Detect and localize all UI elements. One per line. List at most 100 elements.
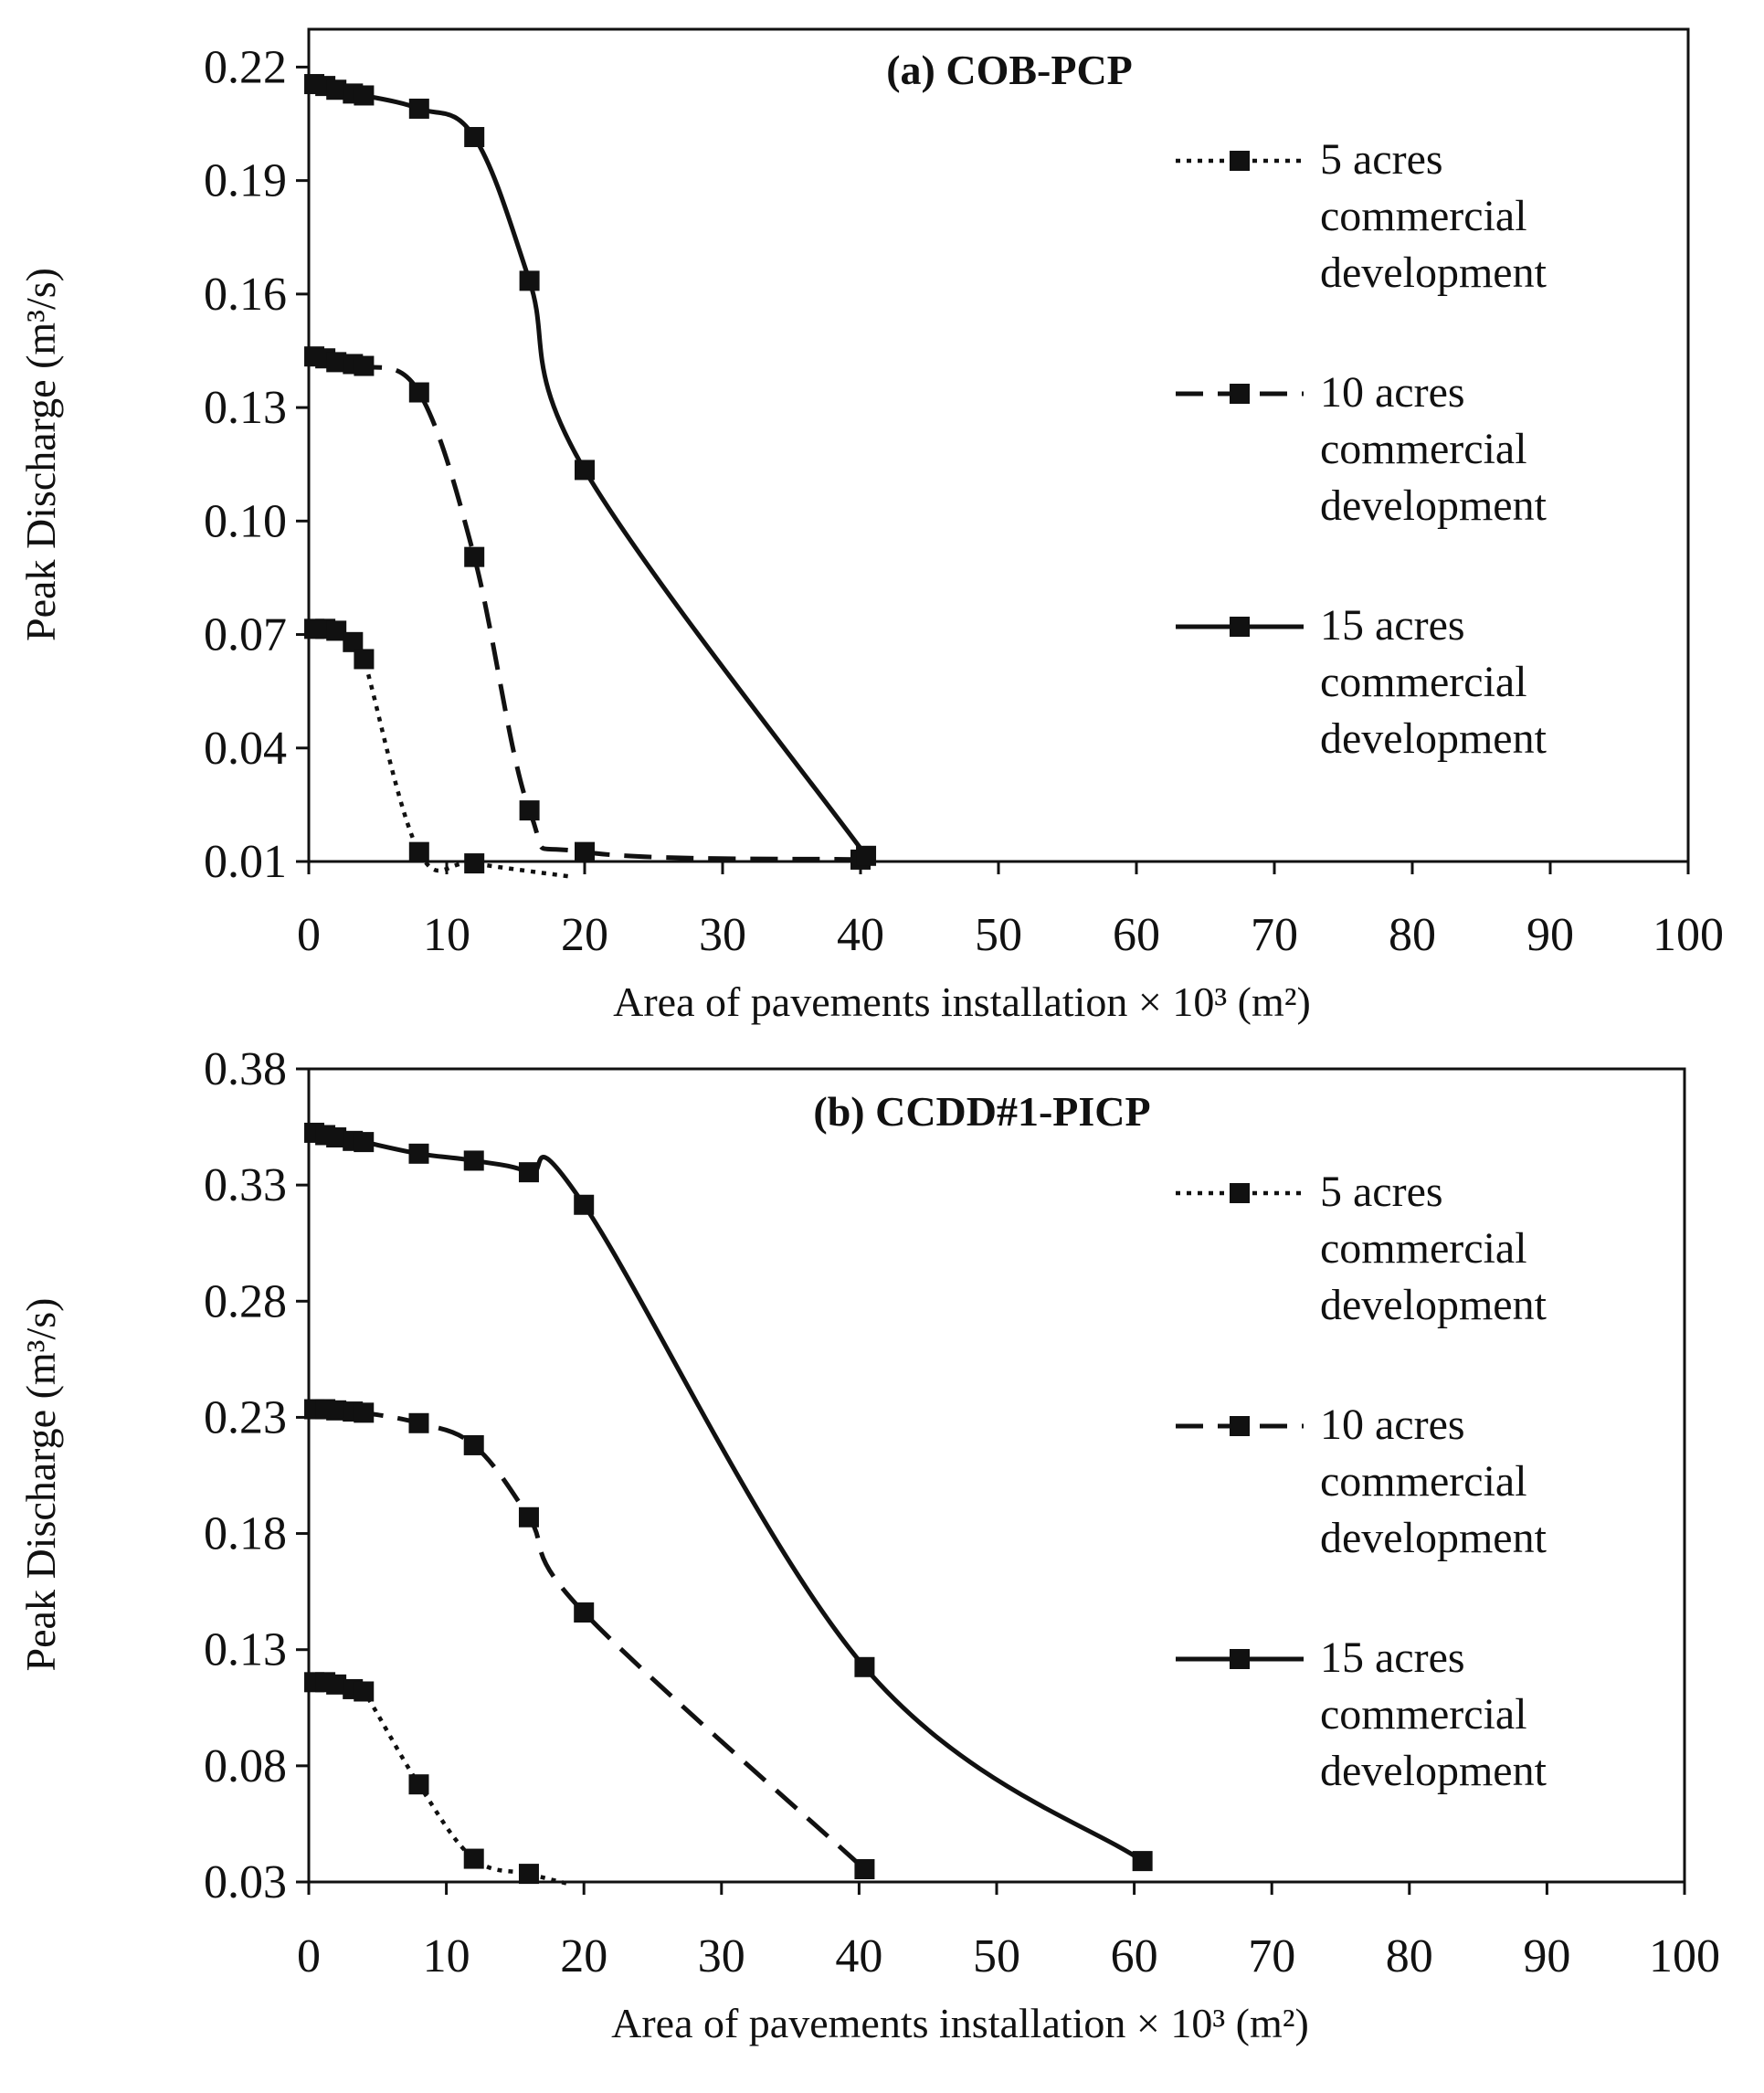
x-tick-label: 70 [1251,909,1298,961]
data-point-marker [463,1150,484,1171]
data-point-marker [464,853,485,874]
legend: 5 acres commercial development 10 acres comm… [1176,135,1547,763]
legend-marker [1230,1416,1250,1436]
legend-label: development [1320,1281,1547,1329]
x-tick-label: 70 [1248,1930,1295,1982]
data-point-marker [574,1194,595,1215]
data-point-marker [408,1412,429,1433]
y-tick-label: 0.04 [204,723,287,775]
data-point-marker [326,1127,347,1148]
data-point-marker [464,127,485,148]
data-point-marker [343,631,364,652]
series-solid [304,74,877,866]
data-point-marker [518,1506,539,1527]
legend-label: development [1320,1514,1547,1562]
panel-title: (b) CCDD#1-PICP [813,1088,1150,1135]
data-point-marker [519,800,540,821]
y-tick-label: 0.08 [204,1740,287,1792]
y-axis-title: Peak Discharge (m³/s) [17,268,64,641]
chart-panel-a: 0 10 20 30 40 50 60 70 80 90 100 0.01 0.04 0.07 0.10 0.… [17,27,1724,1025]
data-point-marker [326,1674,347,1695]
data-point-marker [854,1656,875,1677]
data-point-marker [326,620,347,641]
data-point-marker [1132,1851,1153,1872]
y-axis-title: Peak Discharge (m³/s) [17,1298,64,1672]
y-tick-label: 0.13 [204,382,287,434]
data-point-marker [354,649,375,670]
legend-label: commercial [1320,192,1527,240]
data-point-marker [354,1402,375,1423]
data-point-marker [575,460,595,481]
legend-marker [1230,617,1250,637]
legend-label: commercial [1320,658,1527,706]
legend-marker [1230,1649,1250,1669]
legend-label: development [1320,481,1547,530]
x-tick-label: 20 [560,1930,607,1982]
x-tick-label: 90 [1523,1930,1570,1982]
series-dotted [304,1672,571,1887]
data-point-marker [463,1848,484,1869]
legend-label: 5 acres [1320,135,1443,184]
data-point-marker [326,79,347,100]
data-point-marker [408,1143,429,1164]
legend: 5 acres commercial development 10 acres comm… [1176,1168,1547,1795]
data-point-marker [354,355,375,376]
y-tick-label: 0.07 [204,609,287,661]
data-point-marker [854,1859,875,1880]
data-point-marker [408,382,429,403]
data-point-marker [519,270,540,291]
x-tick-label: 40 [837,909,884,961]
y-tick-label: 0.33 [204,1159,287,1211]
x-tick-label: 30 [698,1930,745,1982]
x-tick-label: 10 [423,909,470,961]
x-tick-label: 100 [1649,1930,1720,1982]
y-tick-label: 0.18 [204,1508,287,1560]
x-tick-label: 40 [835,1930,882,1982]
y-tick-label: 0.01 [204,836,287,888]
y-tick-label: 0.22 [204,41,287,93]
data-point-marker [575,841,595,862]
data-point-marker [463,1434,484,1455]
legend-marker [1230,384,1250,404]
x-tick-label: 90 [1526,909,1574,961]
data-point-marker [856,845,877,866]
x-tick-label: 60 [1111,1930,1158,1982]
y-tick-label: 0.03 [204,1856,287,1908]
x-tick-label: 60 [1113,909,1160,961]
x-tick-label: 50 [975,909,1022,961]
data-point-marker [354,85,375,106]
data-point-marker [354,1132,375,1153]
data-point-marker [408,1774,429,1795]
legend-label: 15 acres [1320,1633,1465,1682]
data-point-marker [464,546,485,567]
x-axis-title: Area of pavements installation × 10³ (m²… [611,2000,1309,2046]
x-tick-label: 0 [297,1930,321,1982]
series-dotted [304,618,572,879]
panel-title: (a) COB-PCP [886,47,1133,93]
legend-label: commercial [1320,1457,1527,1506]
data-point-marker [354,1681,375,1702]
data-point-marker [326,352,347,373]
x-tick-label: 80 [1386,1930,1433,1982]
legend-label: development [1320,248,1547,297]
legend-label: development [1320,714,1547,763]
x-tick-label: 10 [423,1930,470,1982]
series-dashed [304,1399,875,1880]
legend-label: commercial [1320,1690,1527,1739]
legend-label: 15 acres [1320,601,1465,650]
y-tick-label: 0.10 [204,495,287,547]
y-tick-label: 0.13 [204,1624,287,1676]
data-point-marker [408,98,429,119]
x-tick-label: 100 [1653,909,1724,961]
data-point-marker [326,1400,347,1421]
y-tick-label: 0.38 [204,1043,287,1095]
y-tick-label: 0.16 [204,269,287,321]
series-solid [304,1122,1153,1872]
legend-marker [1230,1183,1250,1203]
data-point-marker [518,1864,539,1885]
series-dashed [304,346,871,870]
legend-label: commercial [1320,425,1527,473]
x-tick-label: 0 [297,909,321,961]
x-tick-label: 30 [699,909,746,961]
legend-label: 10 acres [1320,1401,1465,1449]
